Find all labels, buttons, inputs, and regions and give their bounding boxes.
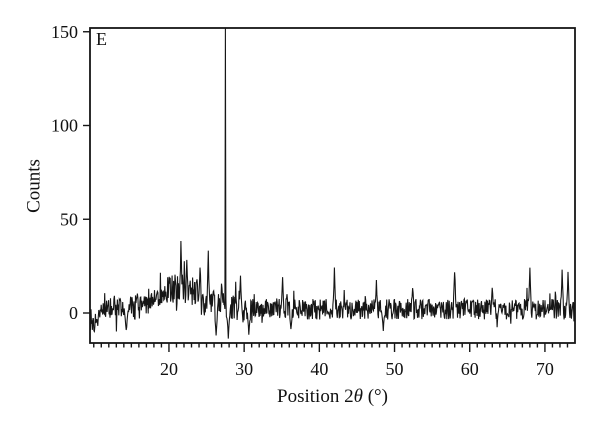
x-tick-label: 20 [160, 359, 178, 379]
y-tick-label: 100 [51, 116, 78, 136]
x-tick-label: 30 [235, 359, 253, 379]
panel-label: E [96, 29, 107, 49]
x-axis-title-prefix: Position 2 [277, 386, 354, 407]
y-tick-label: 50 [60, 209, 78, 229]
plot-box [89, 27, 576, 344]
x-tick-label: 40 [310, 359, 328, 379]
y-tick-label: 150 [51, 22, 78, 42]
x-tick-label: 60 [461, 359, 479, 379]
y-axis-title: Counts [23, 159, 45, 213]
x-axis-title: Position 2θ (°) [90, 386, 575, 409]
xrd-trace [89, 27, 576, 339]
x-tick-label: 70 [536, 359, 554, 379]
x-tick-label: 50 [386, 359, 404, 379]
y-tick-label: 0 [69, 303, 78, 323]
x-axis-title-suffix: (°) [362, 386, 388, 407]
x-axis-title-theta: θ [353, 386, 363, 407]
